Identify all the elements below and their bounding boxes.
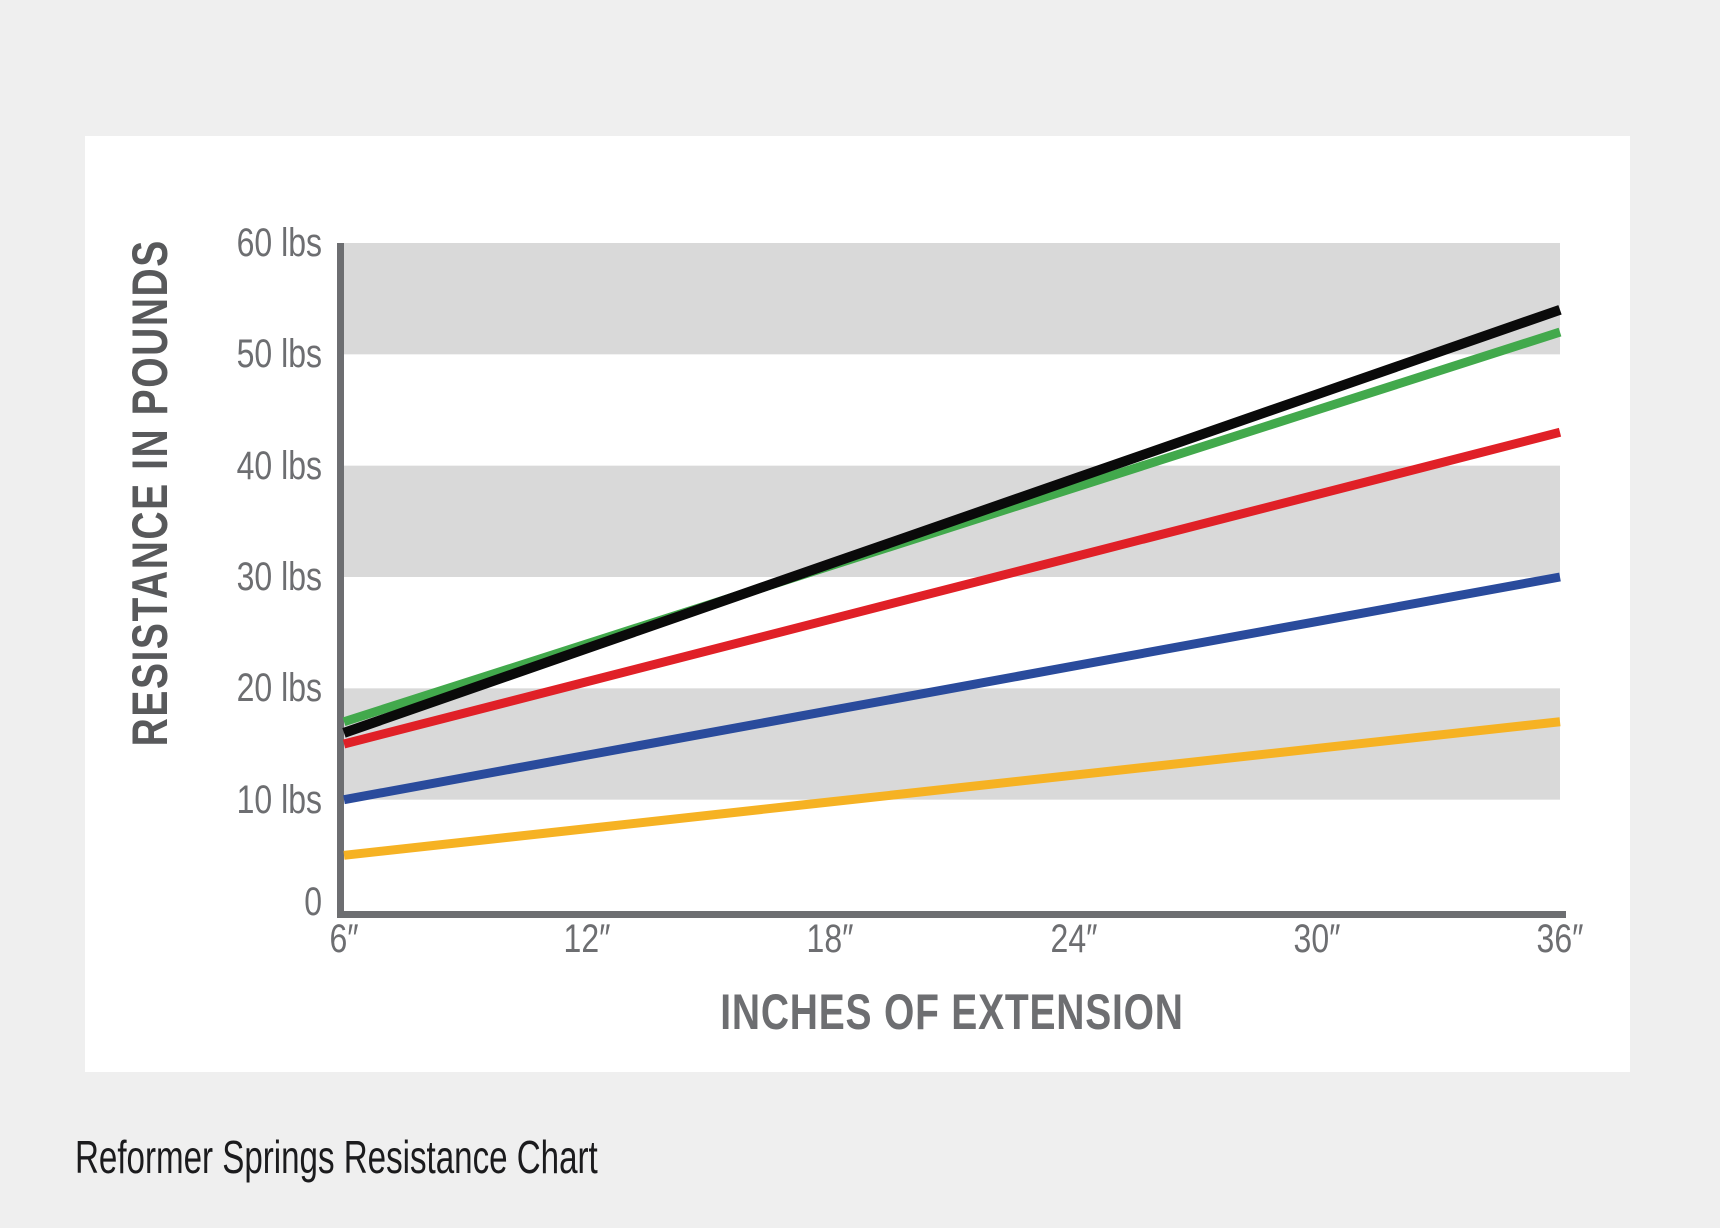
y-tick-label: 40 lbs (236, 443, 322, 488)
x-axis-title: INCHES OF EXTENSION (720, 984, 1184, 1040)
y-tick-label: 20 lbs (236, 666, 322, 711)
y-tick-label: 50 lbs (236, 332, 322, 377)
y-tick-label: 30 lbs (236, 555, 322, 599)
y-tick-label: 0 (304, 880, 322, 924)
x-tick-label: 24″ (1050, 917, 1098, 961)
x-tick-label: 30″ (1293, 917, 1341, 961)
x-tick-label: 18″ (806, 917, 854, 961)
x-tick-label: 12″ (563, 917, 611, 961)
y-axis-title: RESISTANCE IN POUNDS (122, 239, 178, 747)
chart-caption: Reformer Springs Resistance Chart (75, 1131, 598, 1183)
x-tick-label: 6″ (329, 917, 359, 961)
x-tick-label: 36″ (1536, 917, 1584, 961)
y-tick-label: 10 lbs (236, 777, 322, 822)
y-tick-label: 60 lbs (236, 221, 322, 265)
